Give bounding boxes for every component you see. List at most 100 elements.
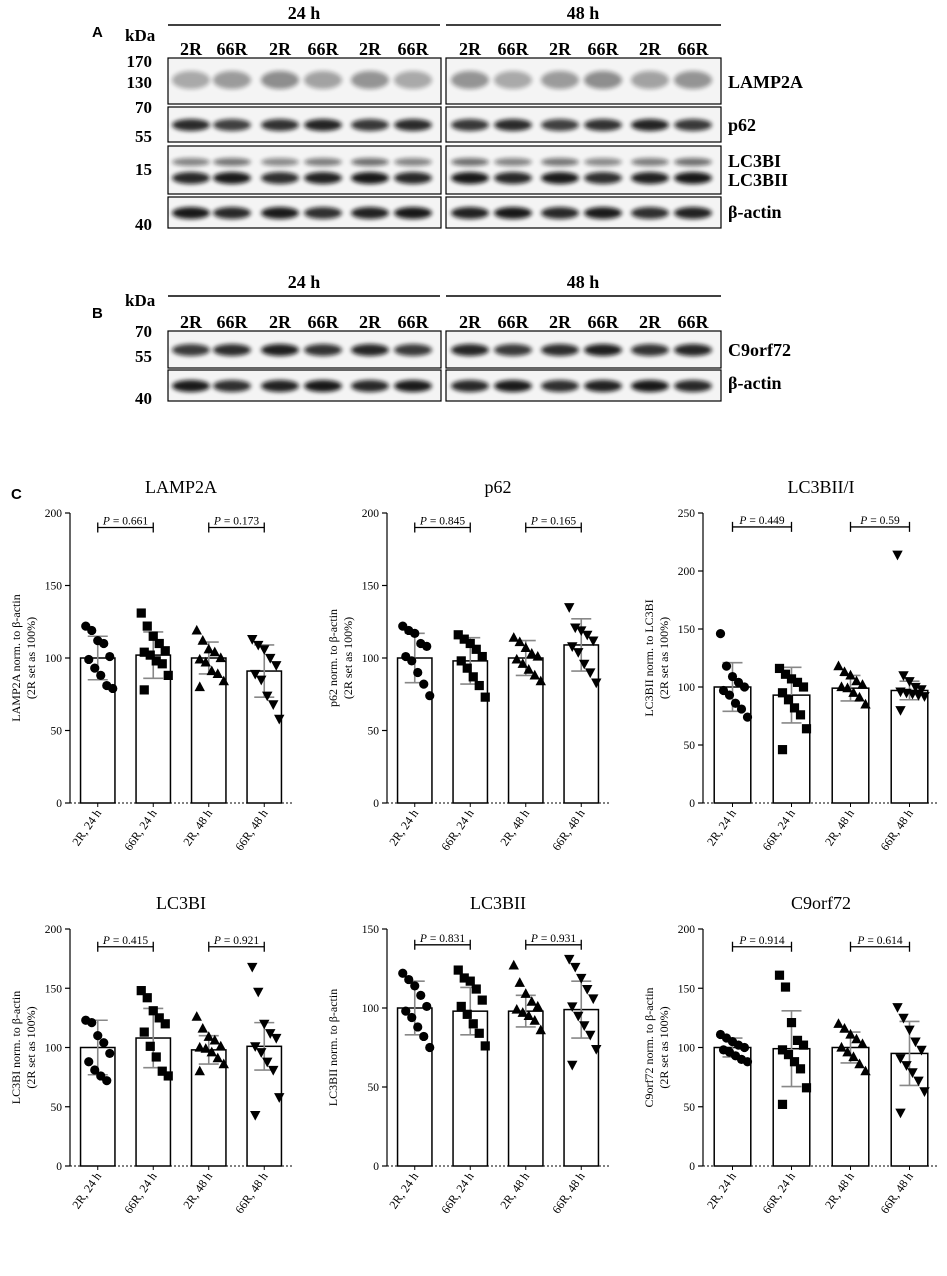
kda-label: kDa [125, 26, 156, 45]
x-tick-label: 66R, 24 h [760, 1170, 798, 1217]
blot-band [541, 380, 579, 392]
significance-bracket [414, 939, 471, 950]
lane-label: 66R [498, 39, 530, 59]
data-point [514, 636, 525, 647]
lane-label: 66R [308, 312, 340, 332]
blot-strip [167, 196, 722, 229]
data-point [582, 984, 593, 995]
data-point [160, 1019, 170, 1029]
data-point [247, 635, 258, 645]
y-tick-label: 100 [362, 653, 380, 665]
data-point [851, 675, 862, 686]
blot-band [351, 344, 389, 356]
data-point [247, 962, 258, 973]
data-point [108, 683, 118, 694]
data-point [274, 1093, 285, 1103]
data-point [907, 1068, 918, 1078]
data-point [96, 670, 106, 681]
data-point [105, 1048, 115, 1059]
blot-label: β-actin [728, 373, 781, 393]
blot-label: LC3BI [728, 151, 781, 171]
data-point [511, 653, 522, 664]
significance-bracket [849, 521, 911, 532]
blot-band [584, 119, 622, 131]
data-point [839, 1022, 850, 1033]
blot-band [631, 119, 669, 131]
data-point [157, 1066, 167, 1076]
data-point [742, 1057, 753, 1067]
data-point [87, 1018, 97, 1028]
bar-chart-p62: p62 0 50 100 150 200 p62 norm. to β-actin (2R s… [326, 477, 609, 853]
data-point [845, 669, 856, 680]
x-tick-label: 66R, 48 h [878, 1170, 916, 1217]
blot-band [172, 158, 210, 166]
data-point [407, 656, 417, 666]
blot-band [261, 172, 299, 184]
blot-band [304, 119, 342, 131]
data-point [786, 1018, 797, 1028]
data-point [203, 1031, 214, 1041]
data-point [419, 679, 429, 689]
blot-band [451, 158, 489, 166]
data-point [567, 642, 578, 652]
data-point [579, 659, 590, 670]
data-point [588, 636, 599, 647]
y-tick-label: 100 [45, 1043, 63, 1055]
data-point [398, 968, 408, 978]
y-tick-label: 100 [678, 682, 696, 694]
chart-title: LC3BII [470, 893, 526, 913]
bar [831, 1046, 870, 1167]
data-point [154, 1013, 164, 1023]
y-tick-label: 200 [45, 924, 63, 936]
data-point [262, 691, 273, 702]
blot-band [213, 71, 251, 89]
y-tick-label: 250 [678, 508, 696, 520]
lane-label: 2R [359, 39, 382, 59]
data-point [916, 1045, 927, 1056]
blot-band [451, 119, 489, 131]
data-point [579, 1021, 590, 1031]
p-value-label: P = 0.845 [419, 516, 465, 528]
data-point [468, 672, 478, 682]
blot-band [172, 380, 210, 392]
data-point [564, 954, 575, 965]
data-point [256, 675, 267, 686]
y-tick-label: 100 [45, 653, 63, 665]
significance-bracket [208, 941, 265, 952]
data-point [212, 668, 223, 679]
data-point [573, 648, 584, 658]
blot-band [674, 71, 712, 89]
data-point [471, 984, 481, 994]
data-point [511, 1003, 522, 1014]
y-tick-label: 50 [368, 726, 380, 738]
blot-band [394, 119, 432, 131]
chart-title: LC3BII/I [788, 477, 855, 497]
data-point [842, 1046, 853, 1057]
blot-band [584, 344, 622, 356]
blot-band [261, 344, 299, 356]
data-point [422, 1001, 432, 1012]
data-point [194, 681, 205, 692]
data-point [462, 663, 472, 673]
kda-label: kDa [125, 291, 156, 310]
data-point [265, 1029, 276, 1039]
blot-band [213, 172, 251, 184]
data-point [212, 1052, 223, 1063]
blot-band [394, 158, 432, 166]
mw-marker: 40 [135, 389, 152, 408]
data-point [839, 666, 850, 677]
p-value-label: P = 0.661 [102, 516, 148, 528]
data-point [407, 1012, 417, 1023]
data-point [898, 671, 909, 681]
y-axis-label-2: (2R set as 100%) [24, 617, 38, 699]
blot-band [351, 207, 389, 219]
data-point [845, 1028, 856, 1039]
blot-band [631, 172, 669, 184]
blot-band [631, 207, 669, 219]
data-point [139, 685, 149, 695]
data-point [774, 970, 785, 980]
bar-chart-c9orf72: C9orf72 0 50 100 150 200 C9orf72 norm. to β-ac… [642, 893, 939, 1216]
blot-band [304, 344, 342, 356]
x-tick-label: 2R, 24 h [69, 807, 104, 849]
data-point [416, 990, 426, 1000]
